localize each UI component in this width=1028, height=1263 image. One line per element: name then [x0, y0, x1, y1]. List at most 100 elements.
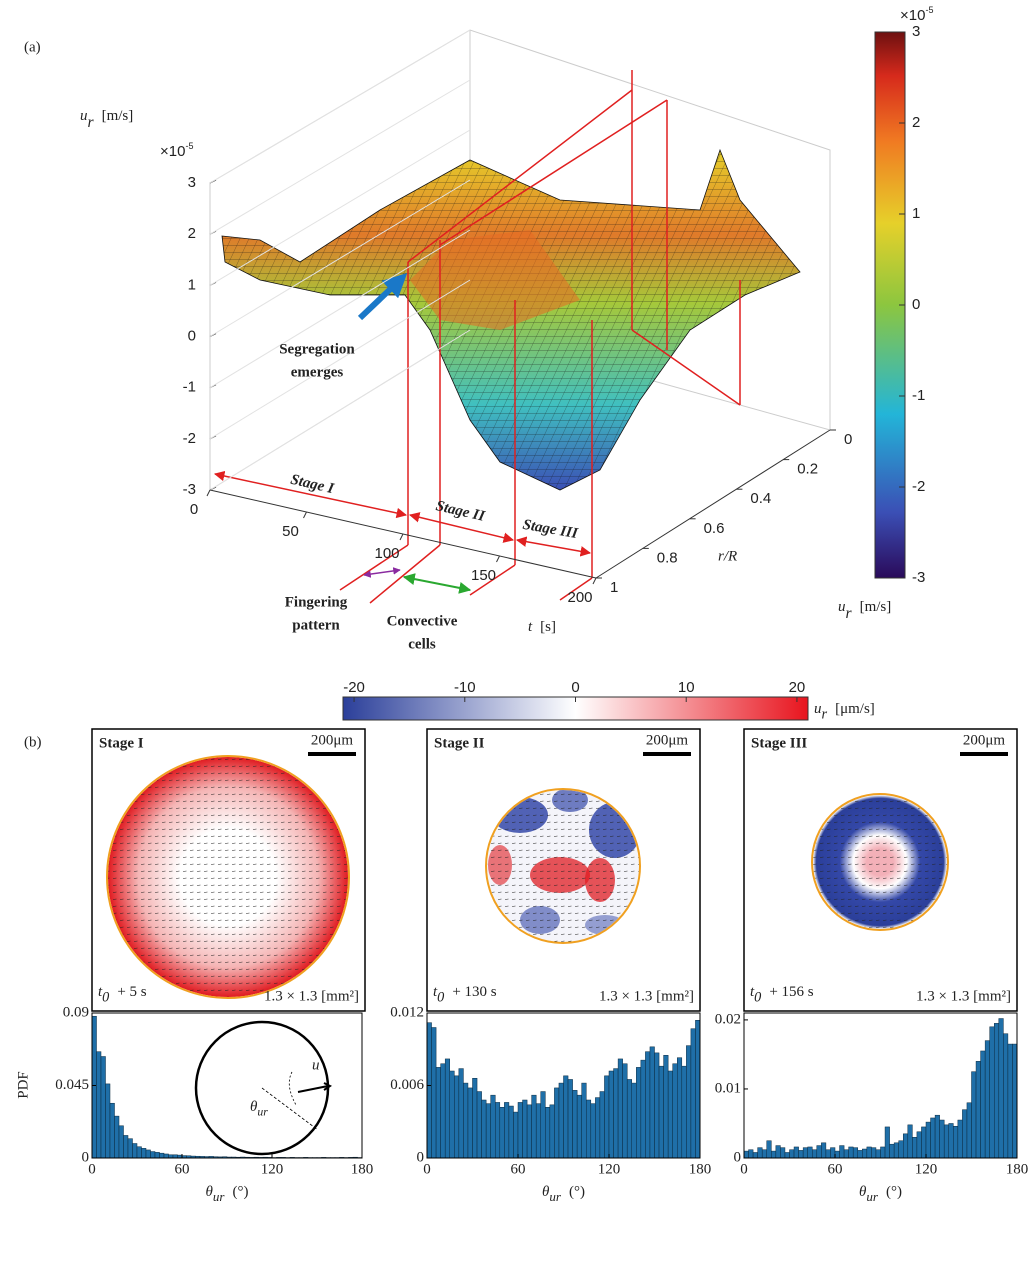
- bar: [467, 1087, 473, 1159]
- bar: [812, 1149, 818, 1159]
- bar: [608, 1070, 614, 1159]
- bar: [613, 1068, 619, 1159]
- x-tick-label: 50: [282, 523, 299, 540]
- bar: [752, 1152, 758, 1159]
- x-tick-label: 60: [828, 1161, 843, 1177]
- x-axis-label: θur (°): [206, 1184, 249, 1204]
- stage-title: Stage II: [434, 735, 485, 751]
- subscript: ur: [866, 1189, 879, 1204]
- symbol: u: [80, 108, 88, 124]
- x-tick-label: 60: [175, 1161, 190, 1177]
- bar: [916, 1131, 922, 1159]
- bar: [880, 1146, 886, 1159]
- bar: [481, 1099, 487, 1159]
- bar: [517, 1102, 523, 1159]
- bar: [771, 1150, 777, 1159]
- z-tick-label: -1: [183, 379, 196, 396]
- bar: [626, 1079, 633, 1159]
- bar: [821, 1142, 827, 1159]
- bar: [118, 1125, 124, 1159]
- x-tick: [496, 555, 500, 563]
- y-tick-label: 0.2: [797, 461, 818, 478]
- colorbar-tick-label: 20: [789, 679, 806, 696]
- x-tick-label: 100: [374, 545, 399, 562]
- colorbar-tick-label: -10: [454, 679, 476, 696]
- x-axis: [209, 489, 597, 579]
- x-axis-label: t [s]: [528, 619, 556, 635]
- bar: [545, 1107, 551, 1159]
- symbol: u: [838, 599, 846, 615]
- bar: [1012, 1043, 1018, 1159]
- symbol: u: [814, 701, 822, 717]
- bar: [971, 1071, 977, 1159]
- bar: [572, 1090, 578, 1159]
- area-label: 1.3 × 1.3 [mm²]: [264, 988, 359, 1004]
- bar: [984, 1040, 990, 1159]
- bar: [599, 1091, 605, 1159]
- bar: [667, 1070, 673, 1159]
- bar: [695, 1020, 701, 1159]
- z-tick-label: 1: [188, 276, 196, 293]
- scale-bar-label: 200μm: [646, 732, 689, 748]
- x-tick-label: 120: [598, 1161, 621, 1177]
- annotation: pattern: [292, 617, 340, 633]
- bar: [807, 1146, 813, 1159]
- inset-vector-label: u⃗: [312, 1057, 331, 1073]
- scale-bar-label: 200μm: [311, 732, 354, 748]
- area-label: 1.3 × 1.3 [mm²]: [599, 988, 694, 1004]
- bar: [576, 1094, 582, 1159]
- bar: [499, 1107, 505, 1159]
- fingering-arrow: [363, 567, 401, 578]
- grid-line: [209, 129, 471, 286]
- bar: [540, 1091, 546, 1159]
- bar: [761, 1149, 768, 1159]
- colorbar-tick-label: 0: [912, 296, 920, 313]
- x-tick-label: 200: [567, 589, 592, 606]
- bar: [458, 1068, 464, 1159]
- z-axis-label: ur [m/s]: [80, 108, 133, 130]
- x-tick-label: 0: [190, 501, 198, 518]
- bar: [558, 1082, 564, 1159]
- bar: [563, 1075, 569, 1159]
- colorbar-tick-label: -1: [912, 387, 925, 404]
- bar: [463, 1082, 469, 1159]
- bar: [449, 1070, 455, 1159]
- bar: [889, 1143, 895, 1159]
- y-tick-label: 0: [844, 431, 852, 448]
- rest: + 5 s: [117, 984, 146, 1000]
- bar: [622, 1063, 628, 1159]
- grid-line: [209, 329, 471, 491]
- subscript: r: [846, 605, 853, 622]
- unit: (°): [886, 1184, 902, 1200]
- z-tick-label: -2: [183, 430, 196, 447]
- bar: [802, 1147, 808, 1159]
- bar: [96, 1051, 102, 1159]
- bar: [686, 1045, 692, 1159]
- bar: [980, 1050, 986, 1159]
- bar: [141, 1148, 147, 1159]
- unit: (°): [232, 1184, 248, 1200]
- bar: [672, 1063, 678, 1159]
- inset-diagram: [194, 1020, 332, 1156]
- bar: [159, 1152, 165, 1159]
- bar: [586, 1099, 592, 1159]
- bar: [998, 1018, 1004, 1159]
- bar: [939, 1119, 945, 1159]
- bar: [114, 1115, 120, 1159]
- bar: [857, 1150, 863, 1159]
- colorbar-label: ur [m/s]: [838, 599, 891, 621]
- bar: [590, 1103, 596, 1159]
- bar: [957, 1119, 963, 1159]
- bar: [508, 1105, 514, 1159]
- power: -5: [925, 5, 933, 15]
- x-tick-label: 0: [740, 1161, 748, 1177]
- bar: [150, 1151, 156, 1159]
- bar: [930, 1117, 936, 1159]
- colorbar-label: ur [μm/s]: [814, 701, 875, 722]
- symbol: θ: [206, 1184, 214, 1200]
- bar: [843, 1149, 849, 1159]
- subscript: r: [88, 114, 95, 131]
- base: ×10: [160, 143, 185, 160]
- bar: [145, 1149, 151, 1159]
